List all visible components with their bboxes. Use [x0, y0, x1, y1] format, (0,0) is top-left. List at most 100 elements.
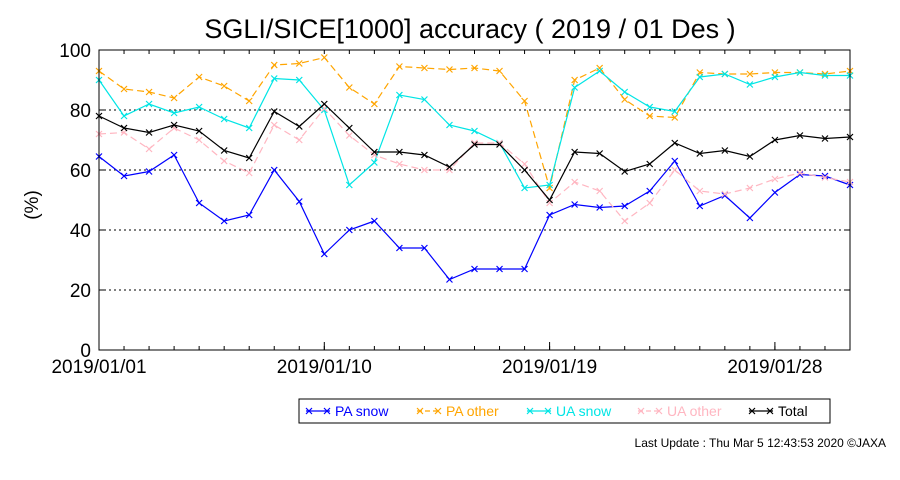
data-point-ua-snow [195, 103, 203, 111]
data-point-total [696, 150, 704, 157]
data-point-pa-other [270, 61, 278, 69]
data-point-ua-snow [671, 108, 679, 115]
data-point-pa-other [596, 64, 604, 72]
data-point-total [220, 147, 228, 154]
data-point-pa-other [170, 94, 178, 102]
data-point-ua-snow [696, 73, 704, 81]
y-tick-label: 80 [70, 101, 91, 122]
data-point-ua-other [395, 160, 403, 168]
data-point-ua-other [796, 169, 804, 177]
legend-item-pa-snow: PA snow [305, 403, 389, 419]
legend-marker [434, 407, 442, 415]
series-line-pa-other [98, 56, 851, 191]
data-point-pa-other [571, 76, 579, 84]
data-point-pa-snow [646, 187, 654, 195]
data-point-ua-snow [145, 100, 153, 108]
data-point-total [546, 196, 554, 204]
data-point-ua-snow [746, 81, 754, 88]
series-pa-snow [95, 151, 854, 283]
data-point-pa-other [320, 54, 328, 61]
x-tick-label: 2019/01/10 [277, 357, 372, 378]
data-point-pa-other [120, 85, 128, 93]
data-point-pa-other [421, 64, 428, 72]
data-point-total [320, 100, 328, 108]
data-point-total [521, 166, 528, 174]
data-point-pa-snow [596, 204, 604, 211]
data-point-ua-snow [370, 159, 378, 166]
data-point-total [245, 154, 253, 162]
data-point-total [195, 127, 203, 135]
y-tick-label: 60 [70, 161, 91, 182]
data-point-total [120, 124, 128, 132]
data-point-ua-snow [796, 69, 804, 76]
plot-frame [98, 49, 851, 351]
data-point-ua-snow [421, 96, 428, 103]
y-axis-label: (%) [22, 190, 43, 220]
data-point-total [270, 108, 278, 115]
data-point-ua-other [145, 145, 153, 153]
data-point-pa-other [220, 82, 228, 90]
data-point-ua-other [370, 151, 378, 159]
data-point-ua-snow [395, 91, 403, 99]
data-point-total [471, 141, 478, 148]
data-point-pa-snow [571, 201, 579, 208]
data-point-ua-snow [721, 70, 729, 78]
data-point-total [345, 124, 353, 132]
legend-label: UA snow [556, 403, 612, 419]
data-point-ua-snow [621, 88, 629, 96]
data-point-total [295, 123, 303, 130]
data-point-pa-other [345, 84, 353, 91]
data-point-pa-other [295, 60, 303, 67]
data-point-pa-snow [521, 265, 528, 273]
axis-layer: 0 20 40 60 80 100 2019/01/01 2019/01/10 2019/01/… [51, 41, 851, 378]
legend-item-total: Total [748, 403, 808, 419]
data-point-pa-snow [395, 244, 403, 252]
data-point-pa-other [395, 63, 403, 70]
data-point-pa-snow [370, 217, 378, 225]
data-point-ua-other [696, 187, 704, 195]
legend-marker [544, 407, 552, 415]
data-point-ua-snow [220, 115, 228, 123]
data-point-ua-snow [771, 73, 779, 81]
grid-layer [99, 109, 850, 291]
data-point-ua-snow [646, 103, 654, 111]
data-point-pa-snow [746, 214, 754, 222]
data-point-total [496, 141, 503, 148]
data-point-pa-snow [220, 217, 228, 225]
data-point-pa-snow [471, 265, 478, 273]
data-point-ua-other [220, 157, 228, 165]
data-point-ua-snow [295, 76, 303, 84]
data-point-total [721, 147, 729, 154]
legend-marker [416, 407, 424, 415]
data-point-pa-other [496, 67, 503, 75]
data-point-pa-other [671, 114, 679, 121]
data-point-total [446, 163, 453, 171]
legend-item-ua-snow: UA snow [526, 403, 612, 419]
data-point-total [746, 153, 754, 160]
y-tick-label: 100 [59, 41, 91, 62]
data-point-pa-snow [245, 211, 253, 219]
data-point-total [395, 148, 403, 156]
data-point-total [370, 148, 378, 156]
data-point-ua-snow [320, 106, 328, 114]
legend-item-ua-other: UA other [637, 403, 722, 419]
legend-marker [637, 407, 645, 415]
series-layer [95, 54, 854, 283]
data-point-total [145, 129, 153, 136]
data-point-total [621, 168, 629, 175]
data-point-total [646, 160, 654, 168]
x-tick-label: 2019/01/28 [727, 357, 822, 378]
data-point-pa-snow [270, 166, 278, 174]
data-point-ua-snow [270, 75, 278, 82]
data-point-ua-other [596, 187, 604, 195]
data-point-ua-other [746, 184, 754, 192]
data-point-ua-other [295, 136, 303, 144]
x-tick-label: 2019/01/01 [51, 357, 146, 378]
data-point-pa-snow [295, 198, 303, 205]
data-point-ua-other [195, 136, 203, 144]
y-tick-label: 40 [70, 221, 91, 242]
data-point-pa-snow [496, 265, 503, 273]
data-point-ua-other [721, 190, 729, 198]
legend-marker [766, 407, 774, 415]
